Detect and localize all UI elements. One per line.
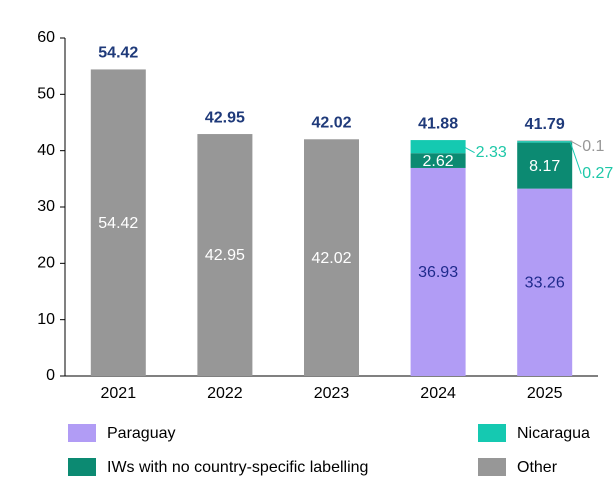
y-tick-label: 50: [37, 86, 55, 103]
leader-line: [463, 146, 475, 154]
bar-segment: [517, 141, 573, 143]
total-label: 54.42: [98, 45, 138, 62]
bar-segment: [517, 140, 573, 142]
bar-segment: [410, 140, 466, 154]
value-label: 0.27: [582, 165, 613, 182]
bar-segment: [517, 188, 573, 376]
legend-swatch: [68, 424, 96, 442]
bar-segment: [304, 139, 359, 376]
legend-swatch: [478, 424, 506, 442]
bar-segment: [410, 153, 466, 168]
value-label: 42.02: [311, 250, 351, 267]
legend-swatch: [478, 458, 506, 476]
legend-label: Paraguay: [107, 425, 176, 442]
value-label: 33.26: [525, 275, 565, 292]
total-label: 41.79: [525, 116, 565, 133]
x-tick-label: 2024: [420, 385, 456, 402]
x-tick-label: 2022: [207, 385, 243, 402]
legend-label: Other: [517, 459, 558, 476]
value-label: 2.62: [423, 153, 454, 170]
value-label: 42.95: [205, 247, 245, 264]
y-tick-label: 40: [37, 142, 55, 159]
leader-line: [569, 140, 582, 148]
legend-swatch: [68, 458, 96, 476]
total-label: 41.88: [418, 115, 458, 132]
y-tick-label: 20: [37, 255, 55, 272]
value-label: 54.42: [98, 215, 138, 232]
value-label: 2.33: [476, 144, 507, 161]
y-tick-label: 10: [37, 311, 55, 328]
x-tick-label: 2025: [527, 385, 563, 402]
value-label: 36.93: [418, 264, 458, 281]
y-tick-label: 30: [37, 198, 55, 215]
total-label: 42.02: [311, 115, 351, 132]
value-label: 8.17: [529, 158, 560, 175]
bar-segment: [90, 69, 146, 377]
y-tick-label: 60: [37, 29, 55, 46]
legend-label: IWs with no country-specific labelling: [107, 459, 368, 476]
value-label: 0.1: [582, 138, 604, 155]
x-tick-label: 2023: [314, 385, 350, 402]
bar-segment: [517, 142, 573, 189]
y-tick-label: 0: [46, 367, 55, 384]
total-label: 42.95: [205, 109, 245, 126]
legend-label: Nicaragua: [517, 425, 590, 442]
bar-segment: [410, 167, 466, 376]
bar-segment: [197, 134, 253, 376]
leader-line: [569, 141, 582, 175]
x-tick-label: 2021: [101, 385, 137, 402]
